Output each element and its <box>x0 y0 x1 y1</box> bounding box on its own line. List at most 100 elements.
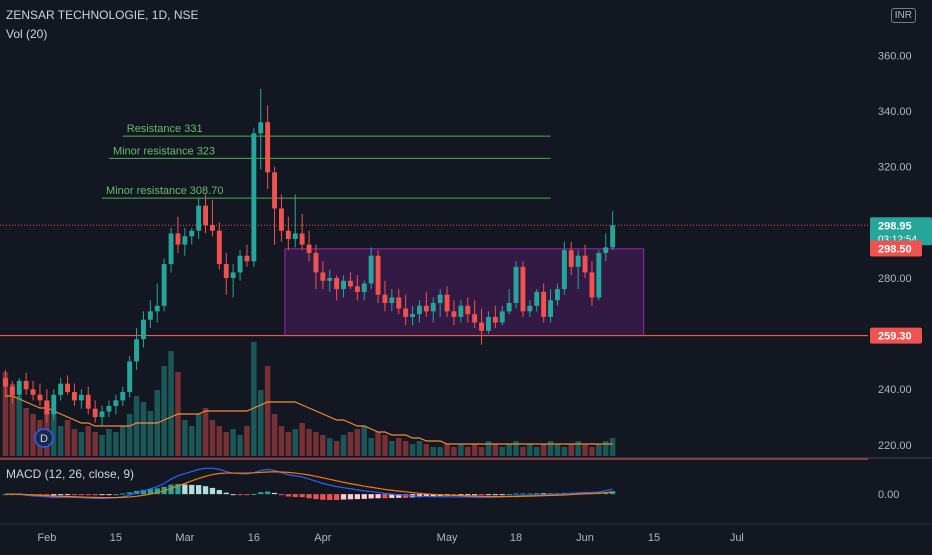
volume-bar <box>320 435 326 456</box>
candle-body <box>154 305 160 312</box>
candle-body <box>396 297 402 309</box>
volume-bar <box>444 444 450 456</box>
candle-body <box>548 300 553 317</box>
volume-bar <box>195 414 202 456</box>
volume-bar <box>64 420 71 456</box>
x-tick-label: 16 <box>248 532 260 544</box>
macd-histogram-bar <box>237 494 243 496</box>
macd-histogram-bar <box>127 492 133 495</box>
candle-body <box>78 394 84 401</box>
volume-bar <box>140 402 147 456</box>
candle-body <box>451 311 457 317</box>
last-price-label: 298.95 <box>878 220 912 232</box>
candle-body <box>389 297 395 304</box>
volume-bar <box>120 426 126 456</box>
candle-body <box>147 311 153 320</box>
candle-body <box>203 205 208 226</box>
y-tick-label: 360.00 <box>878 50 912 62</box>
volume-indicator-label[interactable]: Vol (20) <box>6 27 48 41</box>
macd-histogram-bar <box>575 492 581 495</box>
candle-body <box>327 277 333 281</box>
volume-bar <box>389 441 395 456</box>
volume-bar <box>57 426 64 456</box>
volume-bar <box>396 438 402 456</box>
volume-bar <box>182 420 188 456</box>
candle-body <box>292 233 298 240</box>
macd-histogram-bar <box>196 485 202 495</box>
candle-body <box>527 305 533 312</box>
symbol-title[interactable]: ZENSAR TECHNOLOGIE, 1D, NSE <box>6 8 199 22</box>
macd-histogram-bar <box>513 493 519 495</box>
volume-bar <box>347 432 354 456</box>
x-tick-label: Jun <box>576 532 594 544</box>
macd-histogram-bar <box>106 494 112 496</box>
macd-histogram-bar <box>610 491 616 495</box>
candle-body <box>23 380 29 390</box>
candle-body <box>44 400 50 415</box>
macd-histogram-bar <box>85 494 91 496</box>
candle-body <box>313 252 319 273</box>
candle-body <box>244 255 250 262</box>
candle-body <box>99 411 105 418</box>
macd-histogram-bar <box>499 494 505 496</box>
candle-body <box>561 250 567 290</box>
candle-body <box>541 291 547 317</box>
volume-bar <box>92 432 98 456</box>
macd-histogram-bar <box>534 493 540 495</box>
volume-bar <box>561 447 568 456</box>
candle-body <box>479 322 484 331</box>
volume-bar <box>9 384 16 456</box>
volume-bar <box>368 438 374 456</box>
volume-bar <box>30 414 36 456</box>
volume-bar <box>292 429 298 456</box>
candle-body <box>51 394 57 415</box>
candle-body <box>223 264 229 278</box>
macd-histogram-bar <box>541 493 547 495</box>
macd-histogram-bar <box>485 494 492 496</box>
volume-bar <box>278 426 285 456</box>
x-tick-label: Jul <box>730 532 744 544</box>
volume-bar <box>161 366 167 456</box>
volume-bar <box>23 408 29 456</box>
volume-bar <box>223 432 229 456</box>
currency-badge[interactable]: INR <box>890 8 916 23</box>
dividend-marker-label: D <box>40 433 48 445</box>
volume-bar <box>423 444 430 456</box>
candle-body <box>589 272 595 298</box>
macd-histogram-bar <box>209 487 216 495</box>
volume-bar <box>554 444 561 456</box>
volume-bar <box>589 447 595 456</box>
candle-body <box>113 400 119 406</box>
candle-body <box>58 383 64 395</box>
candle-body <box>230 272 236 278</box>
candle-body <box>534 291 540 306</box>
y-tick-label: 240.00 <box>878 384 912 396</box>
volume-bar <box>2 372 9 456</box>
x-tick-label: 15 <box>648 532 660 544</box>
macd-histogram-bar <box>244 494 250 496</box>
volume-bar <box>547 441 554 456</box>
macd-histogram-bar <box>506 494 512 496</box>
volume-bar <box>230 429 236 456</box>
candle-body <box>175 233 181 245</box>
macd-indicator-label[interactable]: MACD (12, 26, close, 9) <box>6 467 135 481</box>
macd-histogram-bar <box>306 494 312 499</box>
candle-body <box>85 394 91 409</box>
volume-bar <box>258 390 264 456</box>
candle-body <box>168 233 174 265</box>
candle-body <box>555 289 560 301</box>
macd-histogram-bar <box>265 491 271 495</box>
volume-bar <box>189 426 195 456</box>
candle-body <box>472 314 478 323</box>
volume-bar <box>313 432 319 456</box>
candle-body <box>65 383 70 393</box>
volume-bar <box>513 441 519 456</box>
macd-histogram-bar <box>465 494 471 496</box>
candle-body <box>30 389 36 395</box>
candle-body <box>354 286 360 292</box>
macd-histogram-bar <box>334 494 340 500</box>
candle-body <box>486 316 491 331</box>
volume-bar <box>458 444 464 456</box>
